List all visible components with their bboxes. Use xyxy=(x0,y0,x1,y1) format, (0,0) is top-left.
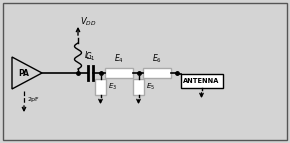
Text: $V_{DD}$: $V_{DD}$ xyxy=(80,16,97,28)
Text: PA: PA xyxy=(19,68,30,78)
Bar xyxy=(104,68,133,78)
Text: $E_5$: $E_5$ xyxy=(146,82,155,92)
Text: $E_4$: $E_4$ xyxy=(114,52,124,65)
Bar xyxy=(180,74,222,88)
Bar xyxy=(133,79,144,95)
Bar xyxy=(95,79,106,95)
Bar xyxy=(142,68,171,78)
Text: $L_1$: $L_1$ xyxy=(84,50,93,62)
Text: $E_3$: $E_3$ xyxy=(108,82,117,92)
Text: $E_6$: $E_6$ xyxy=(152,52,162,65)
Polygon shape xyxy=(12,57,42,89)
Text: ANTENNA: ANTENNA xyxy=(183,78,220,84)
Text: 2pF: 2pF xyxy=(28,97,40,102)
Text: $C_1$: $C_1$ xyxy=(85,50,95,63)
